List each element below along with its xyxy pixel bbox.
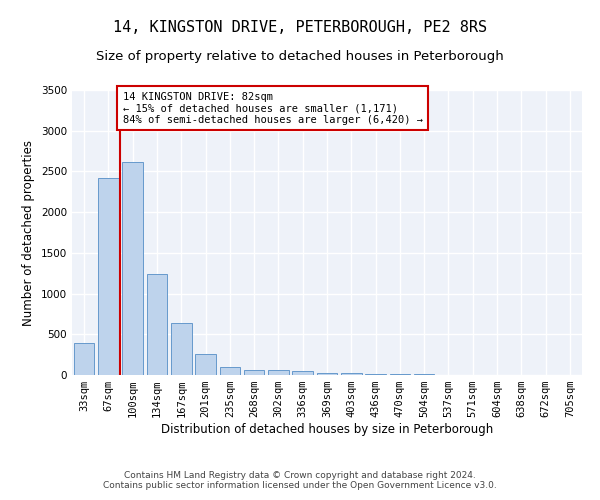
Bar <box>341 374 362 375</box>
Bar <box>220 367 240 375</box>
Bar <box>317 372 337 375</box>
Bar <box>171 323 191 375</box>
Text: Contains HM Land Registry data © Crown copyright and database right 2024.
Contai: Contains HM Land Registry data © Crown c… <box>103 470 497 490</box>
X-axis label: Distribution of detached houses by size in Peterborough: Distribution of detached houses by size … <box>161 423 493 436</box>
Bar <box>365 374 386 375</box>
Bar <box>414 374 434 375</box>
Bar <box>268 370 289 375</box>
Text: 14 KINGSTON DRIVE: 82sqm
← 15% of detached houses are smaller (1,171)
84% of sem: 14 KINGSTON DRIVE: 82sqm ← 15% of detach… <box>122 92 422 125</box>
Bar <box>292 372 313 375</box>
Bar <box>195 354 216 375</box>
Bar <box>146 274 167 375</box>
Bar <box>122 162 143 375</box>
Text: 14, KINGSTON DRIVE, PETERBOROUGH, PE2 8RS: 14, KINGSTON DRIVE, PETERBOROUGH, PE2 8R… <box>113 20 487 35</box>
Bar <box>389 374 410 375</box>
Bar <box>74 343 94 375</box>
Bar <box>244 370 265 375</box>
Y-axis label: Number of detached properties: Number of detached properties <box>22 140 35 326</box>
Bar <box>98 178 119 375</box>
Text: Size of property relative to detached houses in Peterborough: Size of property relative to detached ho… <box>96 50 504 63</box>
